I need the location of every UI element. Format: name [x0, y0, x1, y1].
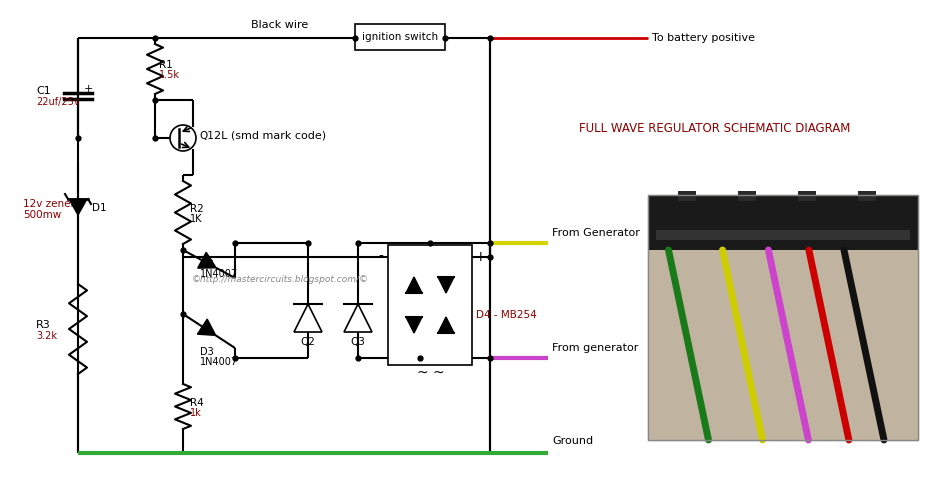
- Bar: [858, 191, 876, 201]
- Text: 500mw: 500mw: [23, 210, 61, 220]
- Bar: [738, 191, 756, 201]
- Text: D2: D2: [200, 259, 213, 269]
- Text: Black wire: Black wire: [252, 20, 309, 30]
- Circle shape: [170, 125, 196, 151]
- Text: +: +: [84, 85, 94, 94]
- Text: +: +: [475, 250, 487, 264]
- Text: 1K: 1K: [190, 213, 202, 224]
- Text: D1: D1: [92, 203, 107, 213]
- Text: From generator: From generator: [552, 343, 638, 353]
- Text: D4 - MB254: D4 - MB254: [476, 310, 536, 320]
- Bar: [355, 24, 445, 50]
- Text: C1: C1: [36, 87, 51, 97]
- Polygon shape: [197, 319, 215, 335]
- Text: ©http://mastercircuits.blogspot.com/©: ©http://mastercircuits.blogspot.com/©: [192, 276, 369, 284]
- Polygon shape: [294, 304, 322, 332]
- Text: 1.5k: 1.5k: [159, 70, 180, 80]
- Polygon shape: [438, 277, 454, 293]
- Text: 1k: 1k: [190, 407, 202, 417]
- Bar: [656, 230, 910, 240]
- Text: R1: R1: [159, 60, 173, 70]
- Text: 1N4007: 1N4007: [200, 269, 238, 279]
- Text: ~: ~: [432, 366, 444, 380]
- Text: 2L (smd mark code): 2L (smd mark code): [214, 131, 326, 141]
- Text: R2: R2: [190, 204, 204, 213]
- Text: FULL WAVE REGULATOR SCHEMATIC DIAGRAM: FULL WAVE REGULATOR SCHEMATIC DIAGRAM: [579, 122, 851, 135]
- Text: 3.2k: 3.2k: [36, 331, 57, 341]
- Text: To battery positive: To battery positive: [652, 33, 755, 43]
- Bar: [648, 195, 918, 440]
- Text: ~: ~: [417, 366, 428, 380]
- Polygon shape: [197, 252, 216, 268]
- Bar: [648, 195, 918, 250]
- Text: 22uf/25v: 22uf/25v: [36, 98, 80, 107]
- Text: Q2: Q2: [300, 337, 315, 347]
- Polygon shape: [438, 317, 454, 333]
- Bar: [648, 195, 918, 440]
- Text: ignition switch: ignition switch: [362, 32, 438, 42]
- Text: -: -: [378, 250, 383, 264]
- Text: R3: R3: [36, 320, 51, 330]
- Text: Q3: Q3: [351, 337, 365, 347]
- Bar: [678, 191, 696, 201]
- Polygon shape: [69, 199, 87, 215]
- Text: From Generator: From Generator: [552, 228, 640, 238]
- Polygon shape: [344, 304, 372, 332]
- Bar: [388, 245, 472, 365]
- Text: Q1: Q1: [199, 131, 213, 141]
- Text: D3: D3: [200, 347, 213, 357]
- Text: Ground: Ground: [552, 436, 593, 446]
- Text: 12v zener: 12v zener: [23, 199, 75, 209]
- Bar: [798, 191, 816, 201]
- Polygon shape: [406, 317, 422, 333]
- Text: R4: R4: [190, 398, 204, 407]
- Text: 1N4007: 1N4007: [200, 357, 238, 367]
- Polygon shape: [406, 277, 422, 293]
